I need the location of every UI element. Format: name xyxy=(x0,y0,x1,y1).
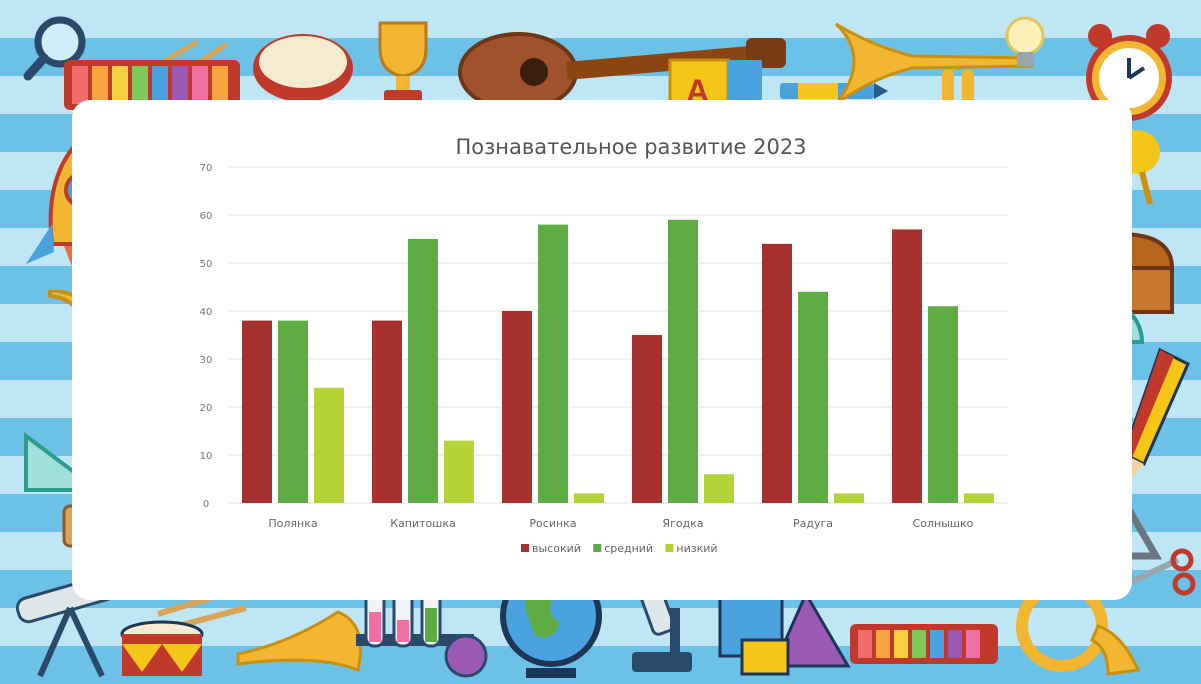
y-tick-label: 70 xyxy=(200,163,213,174)
bar-1 xyxy=(372,320,402,503)
bar-3 xyxy=(704,474,734,503)
legend-swatch xyxy=(521,544,529,552)
bar-3 xyxy=(574,493,604,503)
bar-3 xyxy=(834,493,864,503)
x-tick-label: Радуга xyxy=(793,517,833,530)
bar-1 xyxy=(762,243,792,504)
legend-swatch xyxy=(593,544,602,552)
x-tick-label: Капитошка xyxy=(390,517,455,530)
bar-2 xyxy=(668,219,698,504)
y-tick-label: 30 xyxy=(200,355,213,366)
bar-3 xyxy=(314,387,344,503)
y-tick-label: 0 xyxy=(203,499,209,510)
x-tick-label: Полянка xyxy=(268,517,317,530)
x-tick-label: Ягодка xyxy=(662,517,703,530)
guitar-icon xyxy=(458,32,786,112)
bar-1 xyxy=(632,335,662,503)
y-tick-label: 20 xyxy=(200,403,213,414)
gridlines xyxy=(228,166,1008,504)
y-tick-label: 40 xyxy=(200,307,213,318)
y-tick-label: 60 xyxy=(200,211,213,222)
bar-3 xyxy=(964,493,994,503)
bar-1 xyxy=(892,229,922,503)
x-tick-label: Солнышко xyxy=(913,517,974,530)
bar-2 xyxy=(538,224,568,503)
bars xyxy=(242,219,994,504)
bar-2 xyxy=(928,306,958,503)
y-tick-label: 50 xyxy=(200,259,213,270)
bar-2 xyxy=(278,320,308,503)
legend-label: средний xyxy=(604,542,653,555)
y-axis-ticks: 0 10 20 30 40 50 60 70 xyxy=(200,163,213,510)
legend-swatch xyxy=(665,544,674,552)
legend-label: высокий xyxy=(532,542,581,555)
bar-1 xyxy=(502,311,532,503)
alarm-clock-icon xyxy=(1086,24,1172,121)
x-axis-ticks: Полянка Капитошка Росинка Ягодка Радуга Солны… xyxy=(268,517,973,530)
x-tick-label: Росинка xyxy=(529,517,576,530)
drum-icon xyxy=(120,585,362,676)
y-tick-label: 10 xyxy=(200,451,213,462)
xylophone-icon xyxy=(850,624,998,664)
lightbulb-icon xyxy=(1005,16,1045,66)
xylophone-icon xyxy=(64,40,240,110)
tambourine-icon xyxy=(253,34,353,102)
bar-2 xyxy=(408,239,438,503)
trumpet-icon xyxy=(834,22,1034,106)
bar-1 xyxy=(242,320,272,503)
legend: высокий средний низкий xyxy=(521,542,718,555)
chart-title: Познавательное развитие 2023 xyxy=(455,135,806,159)
bar-2 xyxy=(798,291,828,503)
background-stripe xyxy=(0,0,1201,38)
legend-label: низкий xyxy=(676,542,717,555)
magnifier-icon xyxy=(23,16,86,81)
bar-3 xyxy=(444,440,474,503)
